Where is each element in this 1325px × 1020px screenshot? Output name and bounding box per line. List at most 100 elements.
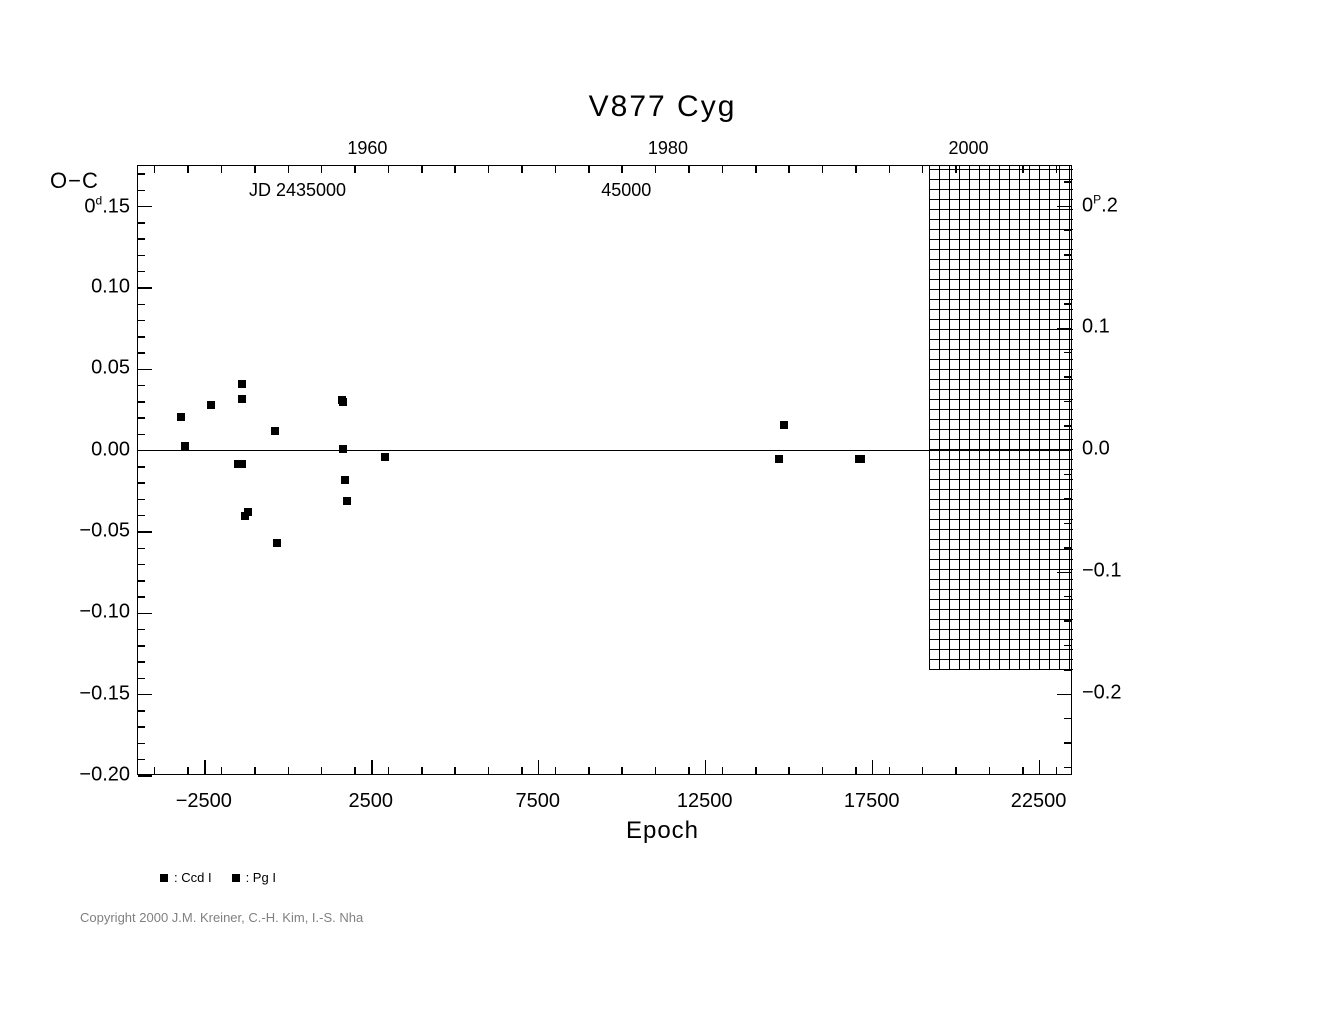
y-minor-tick-left (138, 466, 145, 468)
x-tick-label-bottom: 7500 (515, 790, 560, 813)
y-minor-tick-left (138, 271, 145, 273)
y-minor-tick-left (138, 580, 145, 582)
y-tick-label-left: −0.15 (79, 682, 130, 705)
x-minor-tick-bottom (1022, 767, 1024, 774)
data-point (207, 401, 215, 409)
y-tick-label-left: −0.05 (79, 520, 130, 543)
x-minor-tick-top (555, 166, 557, 173)
x-minor-tick-top (588, 166, 590, 173)
x-tick-bottom (1039, 760, 1041, 774)
y-minor-tick-left (138, 759, 145, 761)
top-year-label: 2000 (948, 138, 988, 159)
x-minor-tick-top (321, 166, 323, 173)
x-minor-tick-top (154, 166, 156, 173)
legend-item-pg: : Pg I (232, 870, 276, 885)
y-minor-tick-left (138, 417, 145, 419)
y-minor-tick-left (138, 304, 145, 306)
x-minor-tick-top (755, 166, 757, 173)
y-tick-left (138, 287, 152, 289)
y-tick-left (138, 613, 152, 615)
x-tick-label-bottom: −2500 (176, 790, 232, 813)
x-minor-tick-bottom (989, 767, 991, 774)
data-point (273, 539, 281, 547)
y-minor-tick-left (138, 385, 145, 387)
y-minor-tick-left (138, 710, 145, 712)
top-year-label: 1980 (648, 138, 688, 159)
y-minor-tick-left (138, 548, 145, 550)
x-minor-tick-bottom (521, 767, 523, 774)
data-point (780, 421, 788, 429)
x-minor-tick-top (655, 166, 657, 173)
y-tick-left (138, 369, 152, 371)
x-axis-label: Epoch (626, 817, 699, 845)
y-minor-tick-left (138, 352, 145, 354)
y-minor-tick-left (138, 564, 145, 566)
y-tick-label-left: 0d.15 (84, 193, 130, 218)
y-tick-left (138, 206, 152, 208)
x-minor-tick-top (822, 166, 824, 173)
y-tick-left (138, 694, 152, 696)
y-tick-left (138, 775, 152, 777)
y-tick-label-right: 0.0 (1082, 438, 1110, 461)
data-point (339, 445, 347, 453)
chart-title: V877 Cyg (589, 90, 737, 124)
y-tick-left (138, 531, 152, 533)
x-minor-tick-bottom (688, 767, 690, 774)
x-tick-bottom (705, 760, 707, 774)
x-tick-bottom (538, 760, 540, 774)
data-point (238, 395, 246, 403)
x-tick-bottom (872, 760, 874, 774)
y-tick-label-right: −0.1 (1082, 560, 1121, 583)
x-minor-tick-bottom (254, 767, 256, 774)
data-point (775, 455, 783, 463)
data-point (177, 413, 185, 421)
x-minor-tick-bottom (621, 767, 623, 774)
data-point (271, 427, 279, 435)
y-tick-label-left: −0.20 (79, 764, 130, 787)
y-minor-tick-left (138, 743, 145, 745)
data-point (339, 398, 347, 406)
data-point (181, 442, 189, 450)
y-minor-tick-right (1064, 718, 1071, 720)
y-minor-tick-left (138, 678, 145, 680)
x-tick-label-bottom: 22500 (1011, 790, 1067, 813)
y-minor-tick-left (138, 320, 145, 322)
x-minor-tick-bottom (288, 767, 290, 774)
y-minor-tick-left (138, 190, 145, 192)
x-minor-tick-bottom (922, 767, 924, 774)
x-minor-tick-bottom (889, 767, 891, 774)
x-minor-tick-bottom (655, 767, 657, 774)
copyright-text: Copyright 2000 J.M. Kreiner, C.-H. Kim, … (80, 910, 363, 925)
x-minor-tick-bottom (321, 767, 323, 774)
legend-label: : Ccd I (174, 870, 212, 885)
x-tick-label-bottom: 17500 (844, 790, 900, 813)
y-minor-tick-left (138, 401, 145, 403)
x-minor-tick-top (488, 166, 490, 173)
y-tick-label-left: −0.10 (79, 601, 130, 624)
x-minor-tick-bottom (187, 767, 189, 774)
x-tick-label-bottom: 12500 (677, 790, 733, 813)
y-tick-label-right: −0.2 (1082, 682, 1121, 705)
data-point (238, 460, 246, 468)
y-tick-label-left: 0.05 (91, 357, 130, 380)
x-tick-label-bottom: 2500 (349, 790, 394, 813)
plot-area (137, 165, 1072, 775)
top-year-label: 1960 (347, 138, 387, 159)
y-axis-left-label: O−C (50, 168, 99, 194)
x-minor-tick-top (254, 166, 256, 173)
y-minor-tick-left (138, 238, 145, 240)
y-tick-label-right: 0P.2 (1082, 193, 1118, 218)
jd-label: 45000 (601, 180, 651, 201)
y-tick-label-left: 0.00 (91, 438, 130, 461)
x-minor-tick-top (454, 166, 456, 173)
x-minor-tick-top (521, 166, 523, 173)
x-minor-tick-bottom (955, 767, 957, 774)
x-minor-tick-top (388, 166, 390, 173)
x-minor-tick-top (722, 166, 724, 173)
x-minor-tick-bottom (354, 767, 356, 774)
x-minor-tick-bottom (588, 767, 590, 774)
x-tick-bottom (371, 760, 373, 774)
x-minor-tick-top (221, 166, 223, 173)
x-minor-tick-top (788, 166, 790, 173)
x-minor-tick-top (421, 166, 423, 173)
